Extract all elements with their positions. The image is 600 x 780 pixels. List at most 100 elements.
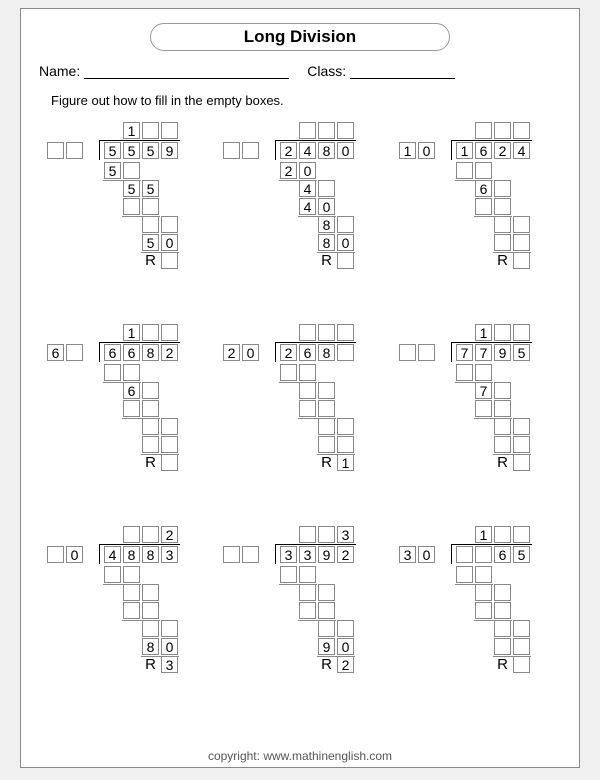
digit-box[interactable] <box>494 324 511 341</box>
digit-box[interactable] <box>318 324 335 341</box>
digit-box[interactable] <box>494 400 511 417</box>
digit-box[interactable] <box>242 546 259 563</box>
digit-box[interactable] <box>513 656 530 673</box>
digit-box[interactable] <box>161 436 178 453</box>
digit-box[interactable] <box>318 526 335 543</box>
digit-box[interactable] <box>318 382 335 399</box>
digit-box[interactable] <box>299 400 316 417</box>
digit-box[interactable] <box>337 620 354 637</box>
digit-box[interactable] <box>318 418 335 435</box>
digit-box[interactable] <box>142 436 159 453</box>
digit-box[interactable] <box>142 418 159 435</box>
digit-box[interactable] <box>123 162 140 179</box>
digit-box[interactable] <box>513 252 530 269</box>
digit-box[interactable] <box>123 602 140 619</box>
digit-box[interactable] <box>513 234 530 251</box>
digit-box[interactable] <box>299 526 316 543</box>
digit-box[interactable] <box>418 344 435 361</box>
digit-box[interactable] <box>299 324 316 341</box>
digit-box[interactable] <box>494 602 511 619</box>
digit-box[interactable] <box>494 620 511 637</box>
digit-box[interactable] <box>475 122 492 139</box>
digit-box[interactable] <box>142 382 159 399</box>
digit-box[interactable] <box>223 546 240 563</box>
digit-box[interactable] <box>161 324 178 341</box>
digit-box[interactable] <box>318 620 335 637</box>
digit-box[interactable] <box>66 344 83 361</box>
digit-box[interactable] <box>337 324 354 341</box>
digit-box[interactable] <box>299 122 316 139</box>
digit-box[interactable] <box>513 216 530 233</box>
digit-box[interactable] <box>475 400 492 417</box>
digit-box[interactable] <box>299 364 316 381</box>
digit-box[interactable] <box>318 180 335 197</box>
digit-box[interactable] <box>66 142 83 159</box>
digit-box[interactable] <box>494 234 511 251</box>
digit-box[interactable] <box>142 620 159 637</box>
digit-box[interactable] <box>161 418 178 435</box>
digit-box[interactable] <box>142 216 159 233</box>
digit-box[interactable] <box>161 216 178 233</box>
name-blank[interactable] <box>84 64 289 79</box>
digit-box[interactable] <box>475 364 492 381</box>
digit-box[interactable] <box>142 526 159 543</box>
digit-box[interactable] <box>475 546 492 563</box>
digit-box[interactable] <box>318 122 335 139</box>
digit-box[interactable] <box>161 454 178 471</box>
digit-box[interactable] <box>337 216 354 233</box>
digit-box[interactable] <box>142 198 159 215</box>
digit-box[interactable] <box>494 122 511 139</box>
digit-box[interactable] <box>142 602 159 619</box>
digit-box[interactable] <box>123 526 140 543</box>
digit-box[interactable] <box>280 566 297 583</box>
digit-box[interactable] <box>318 602 335 619</box>
digit-box[interactable] <box>337 252 354 269</box>
digit-box[interactable] <box>456 566 473 583</box>
digit-box[interactable] <box>456 546 473 563</box>
digit-box[interactable] <box>299 382 316 399</box>
digit-box[interactable] <box>513 454 530 471</box>
digit-box[interactable] <box>513 418 530 435</box>
digit-box[interactable] <box>161 620 178 637</box>
digit-box[interactable] <box>299 602 316 619</box>
digit-box[interactable] <box>142 400 159 417</box>
digit-box[interactable] <box>475 198 492 215</box>
digit-box[interactable] <box>337 344 354 361</box>
digit-box[interactable] <box>47 546 64 563</box>
digit-box[interactable] <box>513 638 530 655</box>
digit-box[interactable] <box>142 122 159 139</box>
digit-box[interactable] <box>494 216 511 233</box>
digit-box[interactable] <box>142 324 159 341</box>
digit-box[interactable] <box>513 436 530 453</box>
digit-box[interactable] <box>513 324 530 341</box>
digit-box[interactable] <box>104 364 121 381</box>
digit-box[interactable] <box>475 162 492 179</box>
digit-box[interactable] <box>318 400 335 417</box>
digit-box[interactable] <box>337 418 354 435</box>
digit-box[interactable] <box>47 142 64 159</box>
digit-box[interactable] <box>161 252 178 269</box>
digit-box[interactable] <box>456 364 473 381</box>
digit-box[interactable] <box>513 620 530 637</box>
digit-box[interactable] <box>161 122 178 139</box>
digit-box[interactable] <box>337 122 354 139</box>
digit-box[interactable] <box>513 122 530 139</box>
digit-box[interactable] <box>475 602 492 619</box>
digit-box[interactable] <box>494 638 511 655</box>
digit-box[interactable] <box>494 436 511 453</box>
digit-box[interactable] <box>123 400 140 417</box>
digit-box[interactable] <box>318 584 335 601</box>
digit-box[interactable] <box>242 142 259 159</box>
digit-box[interactable] <box>123 364 140 381</box>
digit-box[interactable] <box>475 566 492 583</box>
digit-box[interactable] <box>494 382 511 399</box>
digit-box[interactable] <box>475 584 492 601</box>
digit-box[interactable] <box>104 566 121 583</box>
class-blank[interactable] <box>350 64 455 79</box>
digit-box[interactable] <box>494 198 511 215</box>
digit-box[interactable] <box>513 526 530 543</box>
digit-box[interactable] <box>456 162 473 179</box>
digit-box[interactable] <box>494 418 511 435</box>
digit-box[interactable] <box>337 436 354 453</box>
digit-box[interactable] <box>399 344 416 361</box>
